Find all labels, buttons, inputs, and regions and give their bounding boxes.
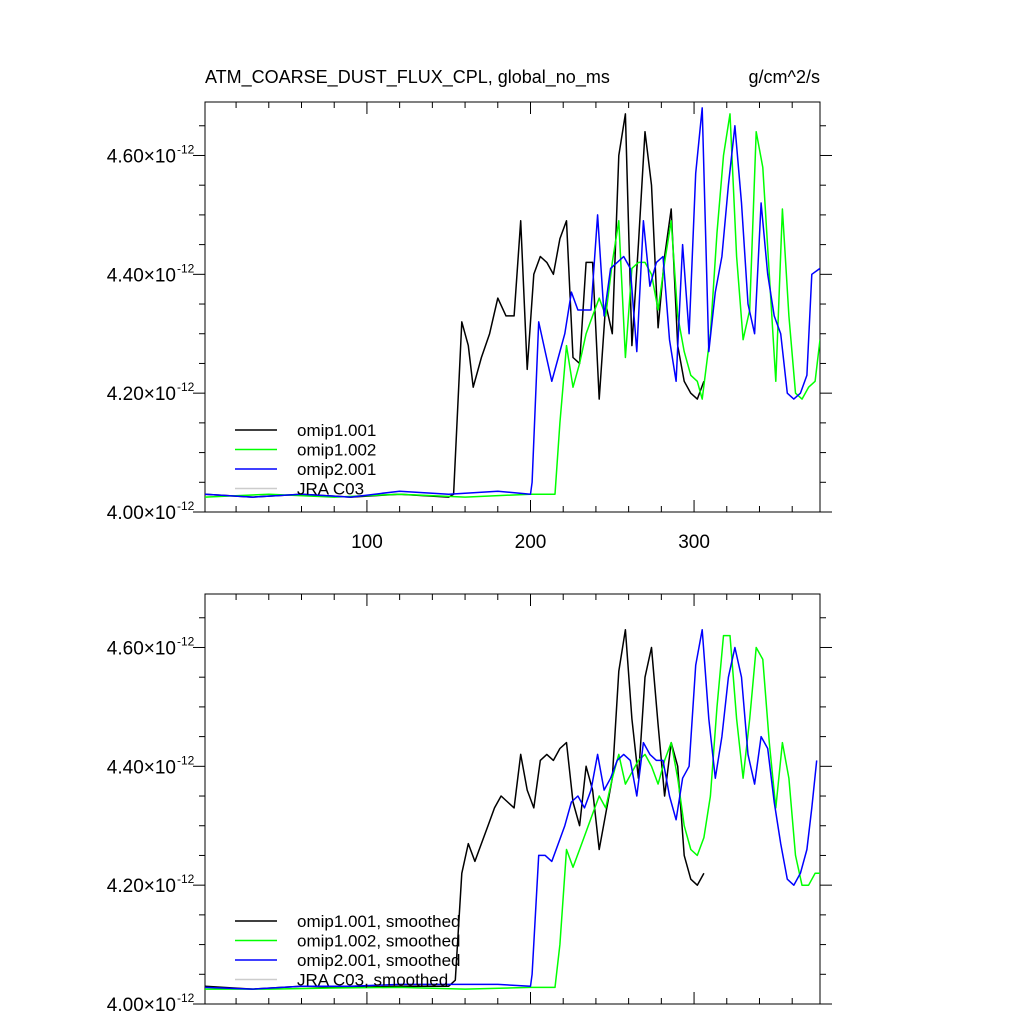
figure-units: g/cm^2/s xyxy=(749,67,820,87)
legend-label: JRA C03, smoothed xyxy=(297,971,448,990)
series-line xyxy=(205,628,705,990)
y-tick-label: 4.20×10 xyxy=(107,876,176,897)
legend-label: omip2.001, smoothed xyxy=(297,951,461,970)
plot-frame xyxy=(204,593,821,1005)
plot-frame xyxy=(204,101,821,513)
figure-title: ATM_COARSE_DUST_FLUX_CPL, global_no_ms xyxy=(205,67,610,88)
legend-label: JRA C03 xyxy=(297,480,364,499)
y-tick-exponent: -12 xyxy=(177,991,195,1005)
series-line xyxy=(205,107,820,498)
y-tick-label: 4.60×10 xyxy=(107,638,176,659)
y-tick-label: 4.40×10 xyxy=(107,265,176,286)
legend-label: omip2.001 xyxy=(297,460,376,479)
y-tick-exponent: -12 xyxy=(177,634,195,648)
y-tick-exponent: -12 xyxy=(177,499,195,513)
y-tick-label: 4.00×10 xyxy=(107,995,176,1016)
y-tick-exponent: -12 xyxy=(177,872,195,886)
x-tick-label: 100 xyxy=(351,532,383,553)
legend-label: omip1.002, smoothed xyxy=(297,932,461,951)
y-tick-exponent: -12 xyxy=(177,753,195,767)
legend-label: omip1.002 xyxy=(297,441,376,460)
legend-label: omip1.001 xyxy=(297,421,376,440)
x-tick-label: 300 xyxy=(678,532,710,553)
y-tick-label: 4.40×10 xyxy=(107,757,176,778)
y-tick-label: 4.20×10 xyxy=(107,384,176,405)
bottom-panel: 4.00×10 -124.20×10 -124.40×10 -124.60×10 -12… xyxy=(107,593,832,1016)
series-line xyxy=(205,628,818,990)
y-tick-label: 4.60×10 xyxy=(107,146,176,167)
y-tick-exponent: -12 xyxy=(177,380,195,394)
x-tick-label: 200 xyxy=(515,532,547,553)
y-tick-label: 4.00×10 xyxy=(107,503,176,524)
legend-label: omip1.001, smoothed xyxy=(297,912,461,931)
y-tick-exponent: -12 xyxy=(177,261,195,275)
y-tick-exponent: -12 xyxy=(177,142,195,156)
series-line xyxy=(205,634,820,990)
